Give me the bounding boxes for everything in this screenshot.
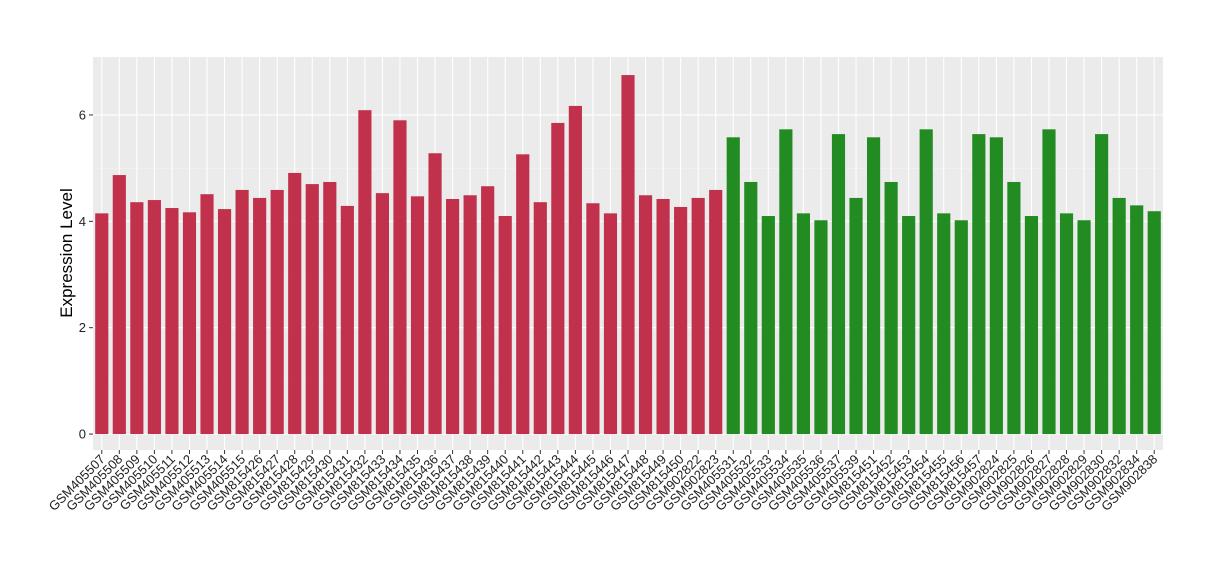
bar xyxy=(744,181,758,435)
bar xyxy=(989,137,1003,435)
bar xyxy=(130,202,144,435)
bar xyxy=(340,205,354,435)
y-tick-label: 4 xyxy=(79,214,86,229)
bar xyxy=(831,134,846,435)
bar xyxy=(288,172,302,435)
bar xyxy=(270,189,284,435)
bar xyxy=(902,216,916,435)
bar xyxy=(410,196,425,435)
bar xyxy=(147,200,161,435)
bar xyxy=(463,195,477,435)
bar xyxy=(1112,197,1126,435)
bar xyxy=(95,213,109,435)
bar xyxy=(165,208,179,435)
bar xyxy=(954,220,968,435)
bar xyxy=(796,213,810,435)
bar xyxy=(182,212,197,435)
bar xyxy=(1024,216,1039,435)
bar xyxy=(814,220,828,435)
bar xyxy=(638,195,653,435)
bar xyxy=(586,203,600,435)
bar xyxy=(726,137,740,435)
bar xyxy=(323,181,337,435)
bar xyxy=(1077,220,1091,435)
bar xyxy=(603,213,618,435)
bar xyxy=(919,129,933,435)
bar xyxy=(621,75,635,435)
y-tick-label: 0 xyxy=(79,427,86,442)
bar xyxy=(691,197,705,435)
bar xyxy=(1007,181,1021,435)
bar xyxy=(235,189,249,435)
bar xyxy=(1095,134,1109,435)
bar xyxy=(568,105,582,435)
y-axis-title: Expression Level xyxy=(57,188,76,317)
bar xyxy=(1147,211,1161,435)
bar xyxy=(481,186,495,435)
y-tick-label: 6 xyxy=(79,107,86,122)
bar xyxy=(393,120,407,435)
bar xyxy=(937,213,951,435)
bar xyxy=(112,175,126,435)
bar xyxy=(761,216,775,435)
bar xyxy=(428,153,442,435)
bar xyxy=(1059,213,1074,435)
y-tick-label: 2 xyxy=(79,320,86,335)
bar xyxy=(674,206,688,435)
bar xyxy=(1042,129,1056,435)
bar xyxy=(1130,205,1144,435)
bar xyxy=(656,198,670,435)
bar xyxy=(779,129,793,435)
bar xyxy=(516,154,530,435)
bar xyxy=(551,122,565,435)
bar xyxy=(358,110,372,435)
bar xyxy=(849,197,863,435)
bar xyxy=(253,197,267,435)
bar xyxy=(533,202,547,435)
bar xyxy=(446,198,460,435)
bar xyxy=(972,134,986,435)
bar xyxy=(217,209,232,435)
bar xyxy=(709,189,723,435)
bar xyxy=(498,216,512,435)
bar xyxy=(884,181,898,435)
bar xyxy=(200,194,214,435)
bar xyxy=(305,184,319,435)
bar xyxy=(866,137,881,435)
bar xyxy=(375,193,390,435)
